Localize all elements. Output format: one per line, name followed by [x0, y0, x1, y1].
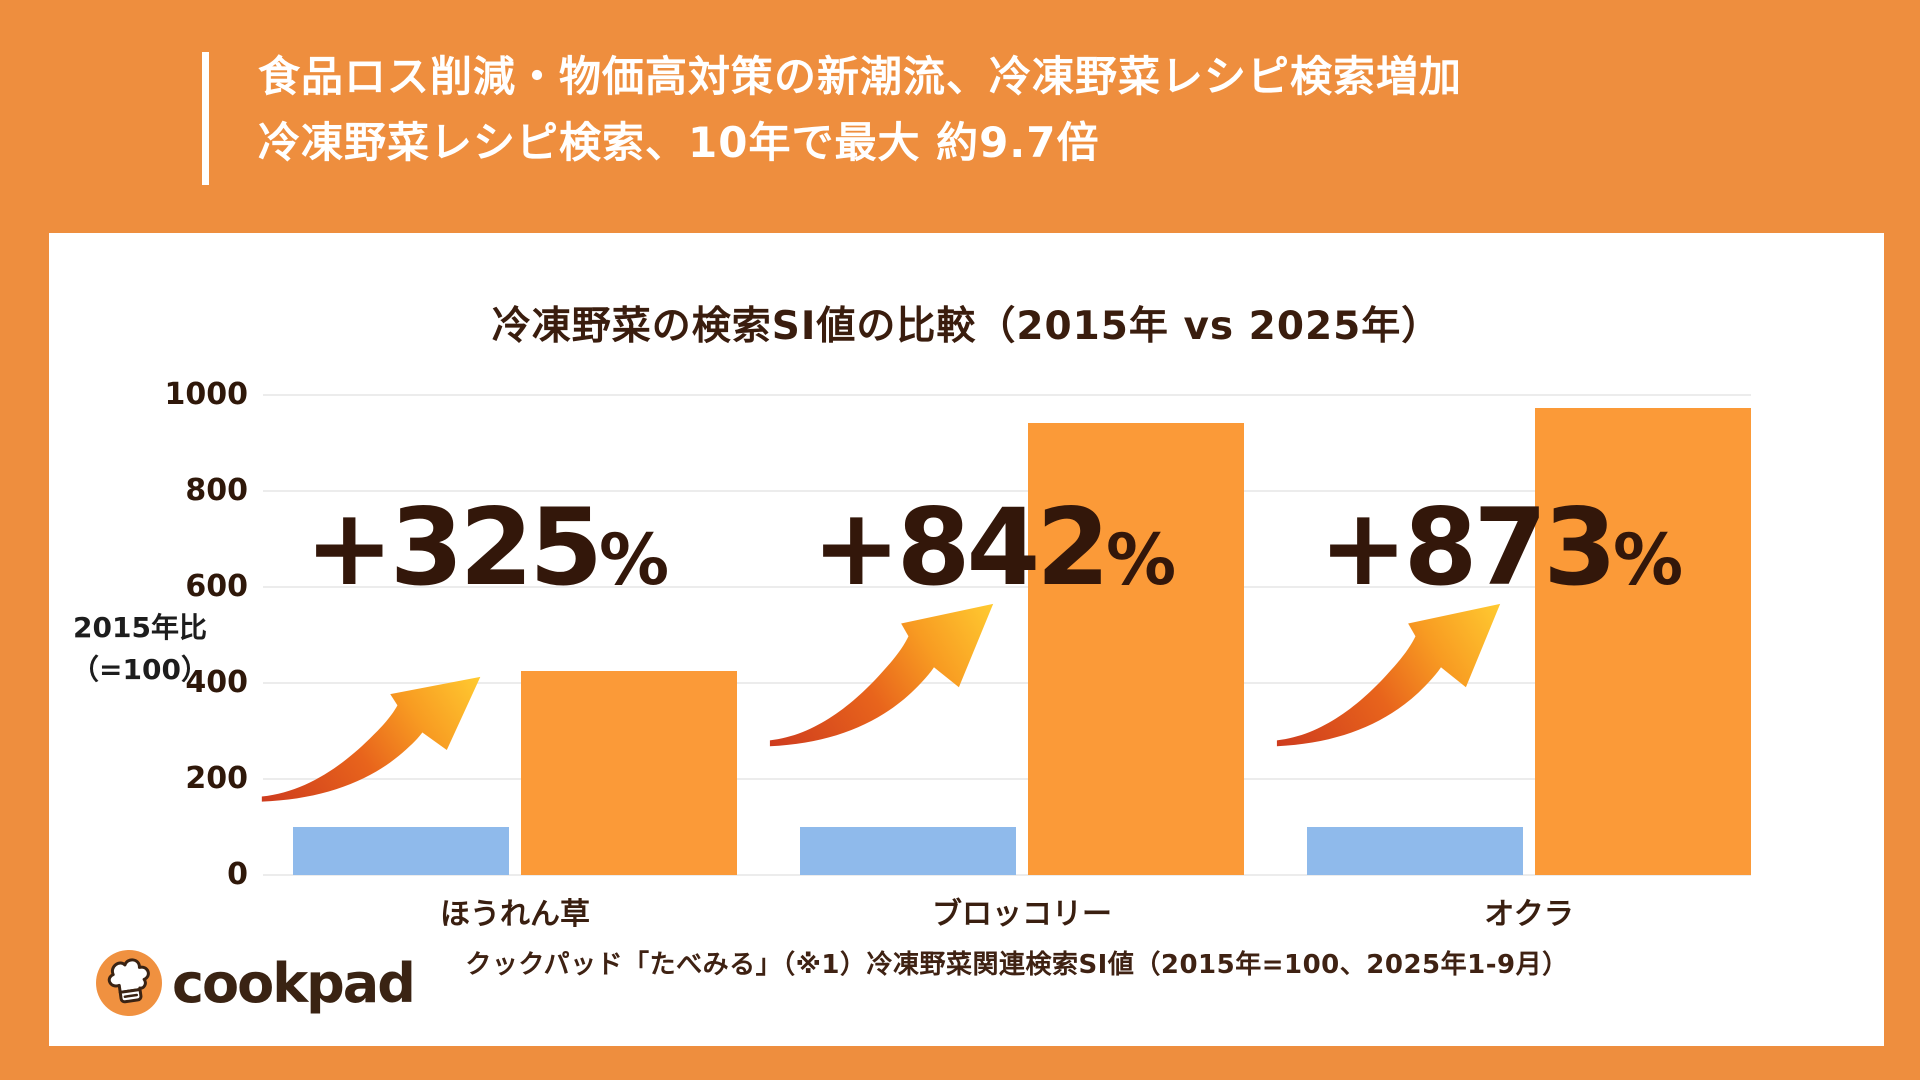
chart-card: 冷凍野菜の検索SI値の比較（2015年 vs 2025年） 1000 800 6… — [49, 233, 1884, 1046]
growth-number: +325 — [304, 486, 603, 609]
y-tick-1000: 1000 — [164, 377, 249, 412]
chef-hat-icon — [96, 950, 162, 1016]
growth-number: +842 — [811, 486, 1110, 609]
growth-arrow-icon — [769, 603, 994, 747]
growth-number: +873 — [1318, 486, 1617, 609]
y-axis-unit-label: 2015年比 （=100） — [59, 607, 221, 691]
y-axis-unit-line-1: 2015年比 — [73, 611, 207, 644]
growth-label-okra: +873% — [1319, 495, 1683, 601]
axis-baseline — [263, 874, 1751, 876]
page-title-line-1: 食品ロス削減・物価高対策の新潮流、冷凍野菜レシピ検索増加 — [258, 52, 1463, 101]
gridline — [263, 586, 1751, 588]
y-tick-600: 600 — [185, 569, 248, 604]
cookpad-wordmark: cookpad — [172, 951, 416, 1015]
gridline — [263, 490, 1751, 492]
y-axis-unit-line-2: （=100） — [71, 653, 209, 686]
page-title-line-2: 冷凍野菜レシピ検索、10年で最大 約9.7倍 — [258, 117, 1100, 167]
y-tick-200: 200 — [185, 761, 248, 796]
chart-title: 冷凍野菜の検索SI値の比較（2015年 vs 2025年） — [491, 304, 1442, 349]
growth-arrow-icon — [1276, 603, 1501, 747]
bar-2015-broccoli — [800, 827, 1016, 875]
percent-sign: % — [1105, 519, 1177, 601]
bar-2015-spinach — [293, 827, 509, 875]
y-tick-800: 800 — [185, 473, 248, 508]
page-title: 食品ロス削減・物価高対策の新潮流、冷凍野菜レシピ検索増加 冷凍野菜レシピ検索、1… — [258, 44, 1462, 175]
source-caption: クックパッド「たべみる」（※1）冷凍野菜関連検索SI値（2015年=100、20… — [465, 950, 1569, 980]
bar-2025-spinach — [521, 671, 737, 875]
percent-sign: % — [1612, 519, 1684, 601]
gridline — [263, 394, 1751, 396]
growth-label-spinach: +325% — [305, 495, 669, 601]
y-tick-400: 400 — [185, 665, 248, 700]
gridline — [263, 778, 1751, 780]
bar-2025-broccoli — [1028, 423, 1244, 875]
y-tick-0: 0 — [227, 857, 248, 892]
cookpad-logo: cookpad — [95, 949, 416, 1017]
growth-arrow-icon — [261, 676, 481, 802]
category-label-broccoli: ブロッコリー — [932, 897, 1112, 932]
category-label-spinach: ほうれん草 — [440, 897, 590, 932]
header-accent-bar — [202, 52, 209, 185]
category-label-okra: オクラ — [1484, 897, 1574, 932]
percent-sign: % — [598, 519, 670, 601]
bar-2015-okra — [1307, 827, 1523, 875]
gridline — [263, 682, 1751, 684]
growth-label-broccoli: +842% — [812, 495, 1176, 601]
bar-2025-okra — [1535, 408, 1751, 875]
